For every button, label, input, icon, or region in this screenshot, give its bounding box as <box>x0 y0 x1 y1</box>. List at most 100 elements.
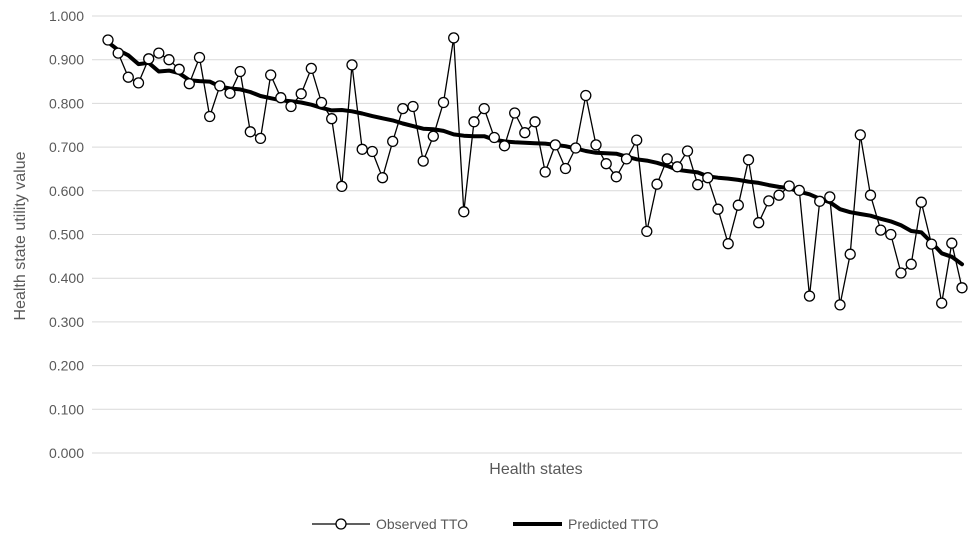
observed-point <box>824 191 836 203</box>
observed-point <box>448 32 460 44</box>
observed-point <box>732 199 744 211</box>
observed-point <box>193 51 206 64</box>
observed-point <box>702 172 714 184</box>
observed-point <box>580 89 592 102</box>
observed-point <box>356 143 368 155</box>
observed-point <box>692 179 704 191</box>
observed-point <box>681 145 694 157</box>
observed-point <box>936 297 948 309</box>
observed-point <box>295 88 307 100</box>
legend-predicted-label: Predicted TTO <box>568 516 659 532</box>
legend-item-predicted: Predicted TTO <box>513 516 659 532</box>
observed-point <box>925 238 938 250</box>
series-lines <box>106 37 964 306</box>
legend-observed-marker <box>335 518 347 530</box>
y-tick-label: 0.200 <box>49 358 84 374</box>
observed-point <box>102 34 114 46</box>
observed-point <box>417 155 429 167</box>
observed-point <box>315 96 328 109</box>
observed-point <box>275 92 287 104</box>
observed-point <box>437 96 450 109</box>
observed-point <box>905 258 917 270</box>
observed-point <box>112 47 124 59</box>
observed-point <box>783 180 795 192</box>
observed-point <box>539 166 551 178</box>
observed-point <box>956 282 968 294</box>
observed-point <box>854 129 866 141</box>
observed-point <box>570 142 582 154</box>
observed-point <box>864 189 877 201</box>
observed-point <box>773 189 785 201</box>
observed-point <box>153 47 165 59</box>
observed-point <box>610 171 622 183</box>
observed-point <box>376 172 389 184</box>
y-tick-label: 0.800 <box>49 95 84 111</box>
predicted-tto-line <box>106 40 964 267</box>
observed-point <box>875 224 887 236</box>
observed-point <box>712 203 724 215</box>
observed-point <box>458 206 470 218</box>
observed-point <box>122 71 134 83</box>
observed-point <box>753 217 765 229</box>
observed-point <box>214 80 226 92</box>
observed-point <box>661 153 673 165</box>
legend-observed-label: Observed TTO <box>376 516 468 532</box>
observed-point <box>468 116 480 128</box>
observed-point <box>671 161 683 173</box>
observed-point <box>742 154 755 166</box>
observed-point <box>244 126 256 138</box>
observed-point <box>163 54 175 66</box>
observed-point <box>814 195 826 207</box>
observed-point <box>915 196 927 208</box>
observed-point <box>631 134 643 146</box>
observed-point <box>427 130 439 142</box>
y-axis-title: Health state utility value <box>12 151 29 320</box>
y-tick-labels: 0.000 0.100 0.200 0.300 0.400 0.500 0.600 0.700… <box>49 8 84 461</box>
observed-point <box>885 228 897 241</box>
observed-point <box>834 299 846 311</box>
observed-point <box>407 100 419 113</box>
observed-point <box>183 78 195 90</box>
observed-point <box>590 139 602 151</box>
y-tick-label: 0.900 <box>49 52 84 68</box>
y-tick-label: 0.700 <box>49 139 84 155</box>
observed-point <box>224 87 236 99</box>
y-tick-label: 0.400 <box>49 270 84 286</box>
observed-point <box>366 145 378 158</box>
legend: Observed TTO Predicted TTO <box>312 516 659 532</box>
y-tick-label: 0.500 <box>49 227 84 243</box>
y-tick-label: 0.300 <box>49 314 84 330</box>
observed-point <box>946 237 958 249</box>
observed-point <box>793 184 805 197</box>
y-tick-label: 0.100 <box>49 401 84 417</box>
observed-point <box>559 162 572 175</box>
observed-markers <box>102 32 968 311</box>
observed-point <box>254 132 267 145</box>
gridlines <box>92 15 962 454</box>
observed-point <box>234 65 246 78</box>
observed-point <box>397 102 409 115</box>
observed-point <box>722 238 734 250</box>
observed-point <box>285 100 297 113</box>
observed-point <box>265 69 277 81</box>
observed-point <box>478 102 490 115</box>
observed-point <box>519 127 531 139</box>
observed-point <box>488 131 500 144</box>
observed-point <box>498 140 511 152</box>
observed-point <box>895 267 907 279</box>
observed-point <box>600 158 612 170</box>
y-tick-label: 0.600 <box>49 183 84 199</box>
observed-point <box>763 195 775 207</box>
observed-tto-line <box>107 37 963 306</box>
observed-point <box>529 116 541 128</box>
observed-point <box>336 180 348 193</box>
y-tick-label: 1.000 <box>49 8 84 24</box>
observed-point <box>346 59 358 71</box>
observed-point <box>844 248 856 260</box>
observed-point <box>305 62 317 75</box>
observed-point <box>641 225 653 238</box>
observed-point <box>387 135 399 148</box>
observed-point <box>173 63 185 75</box>
y-tick-label: 0.000 <box>49 445 84 461</box>
observed-point <box>651 178 663 190</box>
